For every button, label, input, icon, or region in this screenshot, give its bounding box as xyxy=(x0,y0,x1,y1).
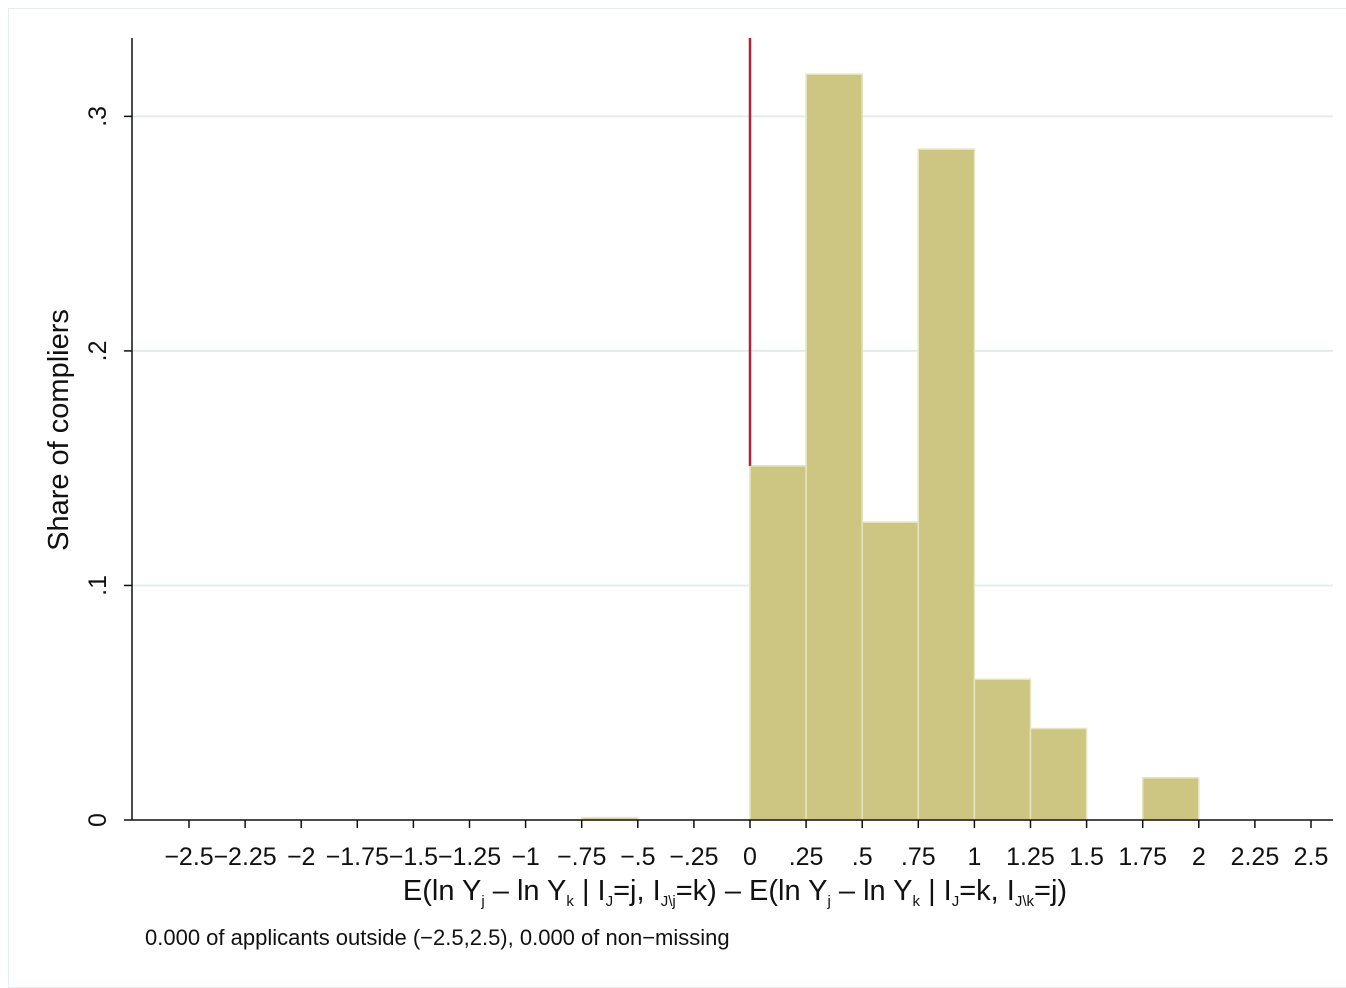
y-tick-label-0: 0 xyxy=(84,813,112,827)
x-tick-label-20: 2.5 xyxy=(1294,843,1329,871)
x-ticks: −2.5 −2.25 −2 −1.75 −1.5 −1.25 −1 −.75 −.5 −.25 0.… xyxy=(164,820,1328,871)
x-tick-label-0: −2.5 xyxy=(164,843,213,871)
x-tick-label-13: .75 xyxy=(901,843,936,871)
histogram-bar-12 xyxy=(861,521,920,821)
histogram-bar-14 xyxy=(973,678,1032,821)
x-tick-label-3: −1.75 xyxy=(326,843,389,871)
y-tick-label-1: .1 xyxy=(84,575,112,596)
histogram-bar-15 xyxy=(1029,727,1088,821)
axes xyxy=(131,38,1333,821)
y-axis-title: Share of compliers xyxy=(43,309,75,551)
x-tick-label-18: 2 xyxy=(1192,843,1206,871)
gridlines xyxy=(132,115,1333,587)
x-tick-label-8: −.5 xyxy=(620,843,655,871)
y-tick-label-2: .2 xyxy=(84,340,112,361)
x-tick-label-9: −.25 xyxy=(669,843,718,871)
x-tick-label-15: 1.25 xyxy=(1006,843,1055,871)
histogram-bar-13 xyxy=(917,148,976,821)
histogram-bar-11 xyxy=(805,73,863,821)
x-tick-label-6: −1 xyxy=(511,843,540,871)
chart-note: 0.000 of applicants outside (−2.5,2.5), … xyxy=(145,925,730,950)
x-tick-label-2: −2 xyxy=(287,843,316,871)
x-tick-label-12: .5 xyxy=(852,843,873,871)
histogram-bars xyxy=(580,73,1200,821)
x-tick-label-4: −1.5 xyxy=(389,843,438,871)
x-axis-title: E(ln Yj – ln Yk | IJ=j, IJ\j=k) – E(ln Y… xyxy=(403,875,1067,910)
x-tick-label-1: −2.25 xyxy=(213,843,276,871)
x-tick-label-14: 1 xyxy=(967,843,981,871)
x-tick-label-11: .25 xyxy=(789,843,824,871)
y-ticks: 0 .1 .2 .3 xyxy=(84,106,132,827)
x-tick-label-10: 0 xyxy=(743,843,757,871)
histogram-bar-10 xyxy=(749,465,807,821)
chart-frame xyxy=(8,8,1346,988)
x-tick-label-19: 2.25 xyxy=(1231,843,1280,871)
x-tick-label-16: 1.5 xyxy=(1069,843,1104,871)
x-tick-label-7: −.75 xyxy=(557,843,606,871)
y-tick-label-3: .3 xyxy=(84,106,112,127)
x-tick-label-5: −1.25 xyxy=(438,843,501,871)
histogram-bar-17 xyxy=(1141,777,1200,821)
x-tick-label-17: 1.75 xyxy=(1118,843,1167,871)
